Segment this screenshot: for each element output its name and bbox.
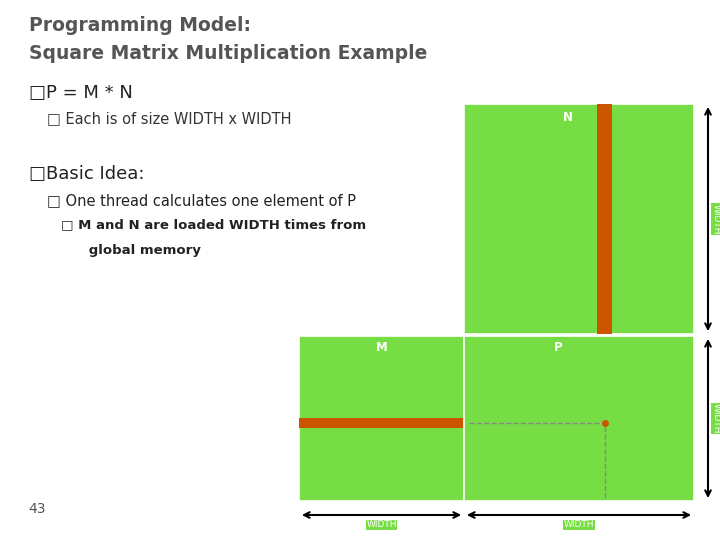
Text: N: N xyxy=(562,111,572,124)
Text: 43: 43 xyxy=(29,502,46,516)
Text: Programming Model:: Programming Model: xyxy=(29,16,251,35)
Text: WIDTH: WIDTH xyxy=(712,403,720,434)
Text: □ Each is of size WIDTH x WIDTH: □ Each is of size WIDTH x WIDTH xyxy=(47,111,292,126)
Text: M: M xyxy=(376,341,387,354)
Text: □ One thread calculates one element of P: □ One thread calculates one element of P xyxy=(47,193,356,208)
Text: global memory: global memory xyxy=(61,244,201,257)
Bar xyxy=(464,104,694,334)
Text: P: P xyxy=(554,341,562,354)
Text: WIDTH: WIDTH xyxy=(564,521,594,529)
Bar xyxy=(464,336,694,501)
Bar xyxy=(597,104,612,334)
Text: □ M and N are loaded WIDTH times from: □ M and N are loaded WIDTH times from xyxy=(61,219,366,232)
Bar xyxy=(299,418,464,428)
Text: □Basic Idea:: □Basic Idea: xyxy=(29,165,144,183)
Text: WIDTH: WIDTH xyxy=(366,521,397,529)
Text: Square Matrix Multiplication Example: Square Matrix Multiplication Example xyxy=(29,44,427,63)
Text: WIDTH: WIDTH xyxy=(712,204,720,234)
Bar xyxy=(299,336,464,501)
Text: □P = M * N: □P = M * N xyxy=(29,84,132,102)
